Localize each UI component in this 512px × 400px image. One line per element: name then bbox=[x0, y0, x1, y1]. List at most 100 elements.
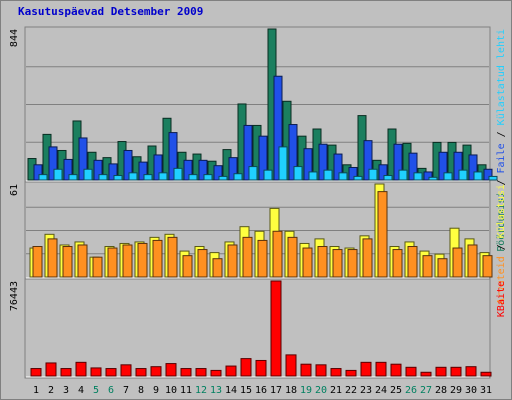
legend-entry: / bbox=[496, 174, 507, 192]
bar-top-2-day-8 bbox=[138, 161, 148, 181]
x-tick-label-day-4: 4 bbox=[78, 385, 84, 396]
bar-top-2-day-5 bbox=[93, 159, 103, 181]
bar-middle-2-day-7 bbox=[122, 244, 133, 278]
bar-top-3-day-3 bbox=[68, 174, 78, 181]
legend-entry: / bbox=[496, 238, 507, 256]
bar-top-2-day-6 bbox=[108, 163, 118, 181]
legend-entry: Külastatud lehti bbox=[496, 29, 507, 125]
bar-middle-2-day-26 bbox=[407, 246, 418, 278]
x-tick-label-day-17: 17 bbox=[270, 385, 282, 396]
bar-middle-2-day-16 bbox=[257, 239, 268, 278]
bar-top-2-day-9 bbox=[153, 154, 163, 181]
bar-top-3-day-5 bbox=[98, 174, 108, 181]
bar-middle-2-day-13 bbox=[212, 258, 223, 278]
bar-bottom-1-day-17 bbox=[270, 280, 282, 377]
bar-top-3-day-21 bbox=[338, 172, 348, 181]
bar-bottom-1-day-16 bbox=[255, 359, 267, 377]
bar-top-3-day-23 bbox=[368, 168, 378, 181]
bar-top-3-day-29 bbox=[458, 169, 468, 181]
x-tick-label-day-26: 26 bbox=[405, 385, 417, 396]
bar-middle-2-day-11 bbox=[182, 255, 193, 278]
bar-bottom-1-day-8 bbox=[135, 368, 147, 377]
bar-middle-2-day-4 bbox=[77, 244, 88, 278]
bar-top-2-day-17 bbox=[273, 75, 283, 181]
x-tick-label-day-23: 23 bbox=[360, 385, 372, 396]
bar-bottom-1-day-3 bbox=[60, 368, 72, 377]
bar-top-2-day-11 bbox=[183, 159, 193, 181]
legend-entry: Pöördumisi bbox=[496, 192, 507, 252]
bar-bottom-1-day-19 bbox=[300, 363, 312, 377]
bar-middle-2-day-8 bbox=[137, 242, 148, 278]
legend-entry: Külastusi bbox=[496, 184, 507, 238]
x-tick-label-day-20: 20 bbox=[315, 385, 327, 396]
x-tick-label-day-9: 9 bbox=[153, 385, 159, 396]
bar-middle-2-day-2 bbox=[47, 238, 58, 278]
bar-top-3-day-15 bbox=[248, 166, 258, 181]
bar-middle-2-day-21 bbox=[332, 249, 343, 278]
bar-bottom-1-day-9 bbox=[150, 366, 162, 377]
bar-top-2-day-24 bbox=[378, 164, 388, 181]
bar-top-3-day-8 bbox=[143, 174, 153, 181]
bar-top-2-day-19 bbox=[303, 148, 313, 181]
bar-middle-2-day-5 bbox=[92, 256, 103, 278]
bar-top-2-day-18 bbox=[288, 124, 298, 181]
bar-middle-2-day-23 bbox=[362, 238, 373, 278]
bar-middle-2-day-3 bbox=[62, 246, 73, 278]
bar-top-3-day-25 bbox=[398, 169, 408, 181]
bar-top-2-day-15 bbox=[243, 124, 253, 181]
x-tick-label-day-16: 16 bbox=[255, 385, 267, 396]
bar-top-3-day-19 bbox=[308, 171, 318, 181]
bar-top-3-day-22 bbox=[353, 175, 363, 181]
bar-bottom-1-day-28 bbox=[435, 366, 447, 377]
bar-middle-2-day-1 bbox=[32, 246, 43, 278]
bar-bottom-1-day-12 bbox=[195, 368, 207, 377]
bar-middle-2-day-20 bbox=[317, 246, 328, 278]
chart-panel-top: 844 Pöördumisi / Faile / Külastatud lehti bbox=[9, 26, 507, 252]
bar-top-3-day-20 bbox=[323, 169, 333, 181]
bar-top-3-day-12 bbox=[203, 174, 213, 181]
legend-top: Pöördumisi / Faile / Külastatud lehti bbox=[496, 29, 507, 252]
bar-top-3-day-14 bbox=[233, 173, 243, 181]
x-tick-label-day-11: 11 bbox=[180, 385, 192, 396]
bar-bottom-1-day-15 bbox=[240, 358, 252, 377]
bar-top-3-day-6 bbox=[113, 175, 123, 181]
bar-top-2-day-12 bbox=[198, 159, 208, 181]
bar-middle-2-day-18 bbox=[287, 236, 298, 278]
bar-top-3-day-17 bbox=[278, 146, 288, 181]
legend-bottom: KBaite bbox=[496, 281, 507, 317]
y-max-label-middle: 61 bbox=[9, 184, 20, 196]
x-tick-label-day-30: 30 bbox=[465, 385, 477, 396]
bar-bottom-1-day-27 bbox=[420, 371, 432, 377]
bar-top-3-day-1 bbox=[38, 174, 48, 181]
bar-top-3-day-26 bbox=[413, 172, 423, 181]
bar-middle-2-day-28 bbox=[437, 258, 448, 278]
x-tick-label-day-12: 12 bbox=[195, 385, 207, 396]
x-tick-label-day-1: 1 bbox=[33, 385, 39, 396]
bar-middle-2-day-17 bbox=[272, 230, 283, 278]
bar-top-2-day-1 bbox=[33, 164, 43, 181]
x-tick-label-day-22: 22 bbox=[345, 385, 357, 396]
bar-middle-2-day-25 bbox=[392, 249, 403, 278]
bar-middle-2-day-24 bbox=[377, 191, 388, 278]
bar-top-2-day-14 bbox=[228, 157, 238, 181]
bar-top-3-day-16 bbox=[263, 169, 273, 181]
legend-entry: / bbox=[496, 125, 507, 143]
bar-top-3-day-13 bbox=[218, 175, 228, 181]
bar-bottom-1-day-14 bbox=[225, 365, 237, 377]
bar-top-2-day-28 bbox=[438, 151, 448, 181]
bar-middle-2-day-19 bbox=[302, 247, 313, 278]
x-tick-label-day-24: 24 bbox=[375, 385, 387, 396]
x-tick-label-day-13: 13 bbox=[210, 385, 222, 396]
bar-bottom-1-day-2 bbox=[45, 362, 57, 377]
x-tick-label-day-10: 10 bbox=[165, 385, 177, 396]
bar-bottom-1-day-26 bbox=[405, 366, 417, 377]
x-tick-label-day-2: 2 bbox=[48, 385, 54, 396]
bar-middle-2-day-12 bbox=[197, 249, 208, 278]
bar-bottom-1-day-22 bbox=[345, 369, 357, 377]
bar-top-3-day-7 bbox=[128, 172, 138, 181]
bar-bottom-1-day-4 bbox=[75, 361, 87, 377]
bar-middle-2-day-22 bbox=[347, 249, 358, 278]
bar-top-3-day-4 bbox=[83, 168, 93, 181]
x-tick-label-day-27: 27 bbox=[420, 385, 432, 396]
bar-bottom-1-day-5 bbox=[90, 367, 102, 377]
